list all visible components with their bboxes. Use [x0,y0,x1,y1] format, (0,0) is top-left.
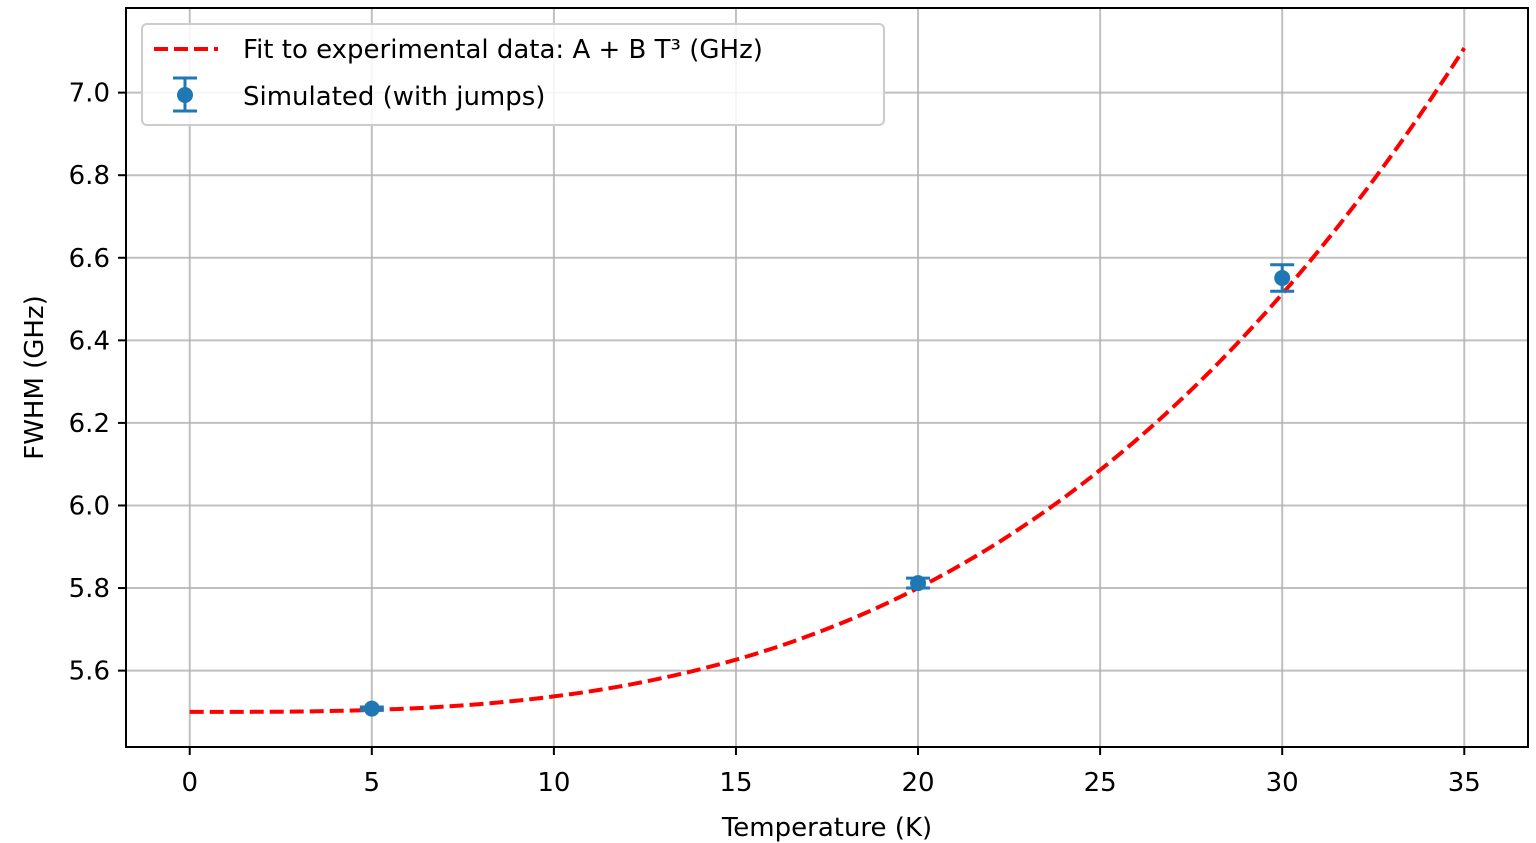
y-tick-label: 6.8 [69,161,110,191]
y-tick-label: 7.0 [69,79,110,109]
plot-frame [125,7,1529,748]
y-tick-label: 5.8 [69,574,110,604]
y-tick-label: 6.2 [69,409,110,439]
legend-point [177,87,193,103]
series-layer [189,47,1466,717]
x-tick-label: 25 [1084,768,1117,798]
fit-line [189,47,1466,714]
x-axis-label: Temperature (K) [721,813,932,843]
x-tick-label: 10 [537,768,570,798]
legend: Fit to experimental data: A + B T³ (GHz)… [141,23,885,126]
ticks-layer: 0 5 10 15 20 25 30 35 5.6 5.8 6.0 6.2 6.4 6.6 6.8 7.0 [69,79,1481,798]
x-tick-label: 15 [719,768,752,798]
legend-sim-swatch [173,76,197,113]
x-tick-label: 35 [1448,768,1481,798]
legend-box [141,23,885,126]
grid-layer [126,8,1528,747]
y-tick-label: 5.6 [69,657,110,687]
y-tick-label: 6.4 [69,326,110,356]
legend-fit-label: Fit to experimental data: A + B T³ (GHz) [243,35,763,65]
x-tick-label: 5 [364,768,381,798]
legend-sim-label: Simulated (with jumps) [243,82,545,112]
y-axis-label: FWHM (GHz) [20,295,50,460]
x-tick-label: 30 [1266,768,1299,798]
y-tick-label: 6.6 [69,244,110,274]
data-point [910,575,927,592]
data-point [363,700,380,717]
data-point [1274,270,1291,287]
x-tick-label: 0 [181,768,198,798]
x-tick-label: 20 [901,768,934,798]
y-tick-label: 6.0 [69,491,110,521]
